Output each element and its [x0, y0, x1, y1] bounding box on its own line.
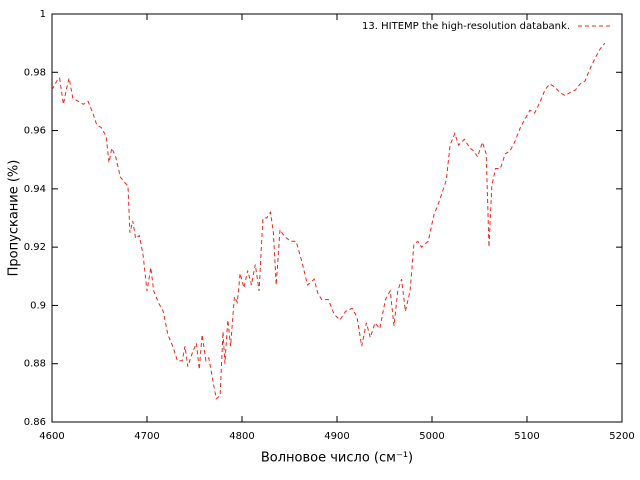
y-tick-label: 1 [40, 9, 46, 20]
x-tick-label: 4900 [324, 431, 349, 442]
data-line [51, 42, 606, 400]
y-axis-label: Пропускание (%) [7, 160, 22, 277]
x-axis-label: Волновое число (см⁻¹) [261, 451, 413, 466]
x-tick-label: 4700 [134, 431, 159, 442]
y-tick-label: 0.92 [24, 242, 46, 253]
y-tick-label: 0.9 [30, 300, 46, 311]
x-tick-label: 5100 [514, 431, 539, 442]
plot-frame [51, 13, 623, 423]
x-tick-label: 4600 [39, 431, 64, 442]
x-tick-label: 4800 [229, 431, 254, 442]
legend-label: 13. HITEMP the high-resolution databank. [362, 21, 570, 32]
x-tick-label: 5200 [609, 431, 634, 442]
y-tick-label: 0.96 [24, 126, 46, 137]
y-tick-label: 0.88 [24, 359, 46, 370]
x-tick-label: 5000 [419, 431, 444, 442]
y-tick-label: 0.86 [24, 417, 46, 428]
y-tick-label: 0.98 [24, 67, 46, 78]
y-tick-label: 0.94 [24, 184, 46, 195]
